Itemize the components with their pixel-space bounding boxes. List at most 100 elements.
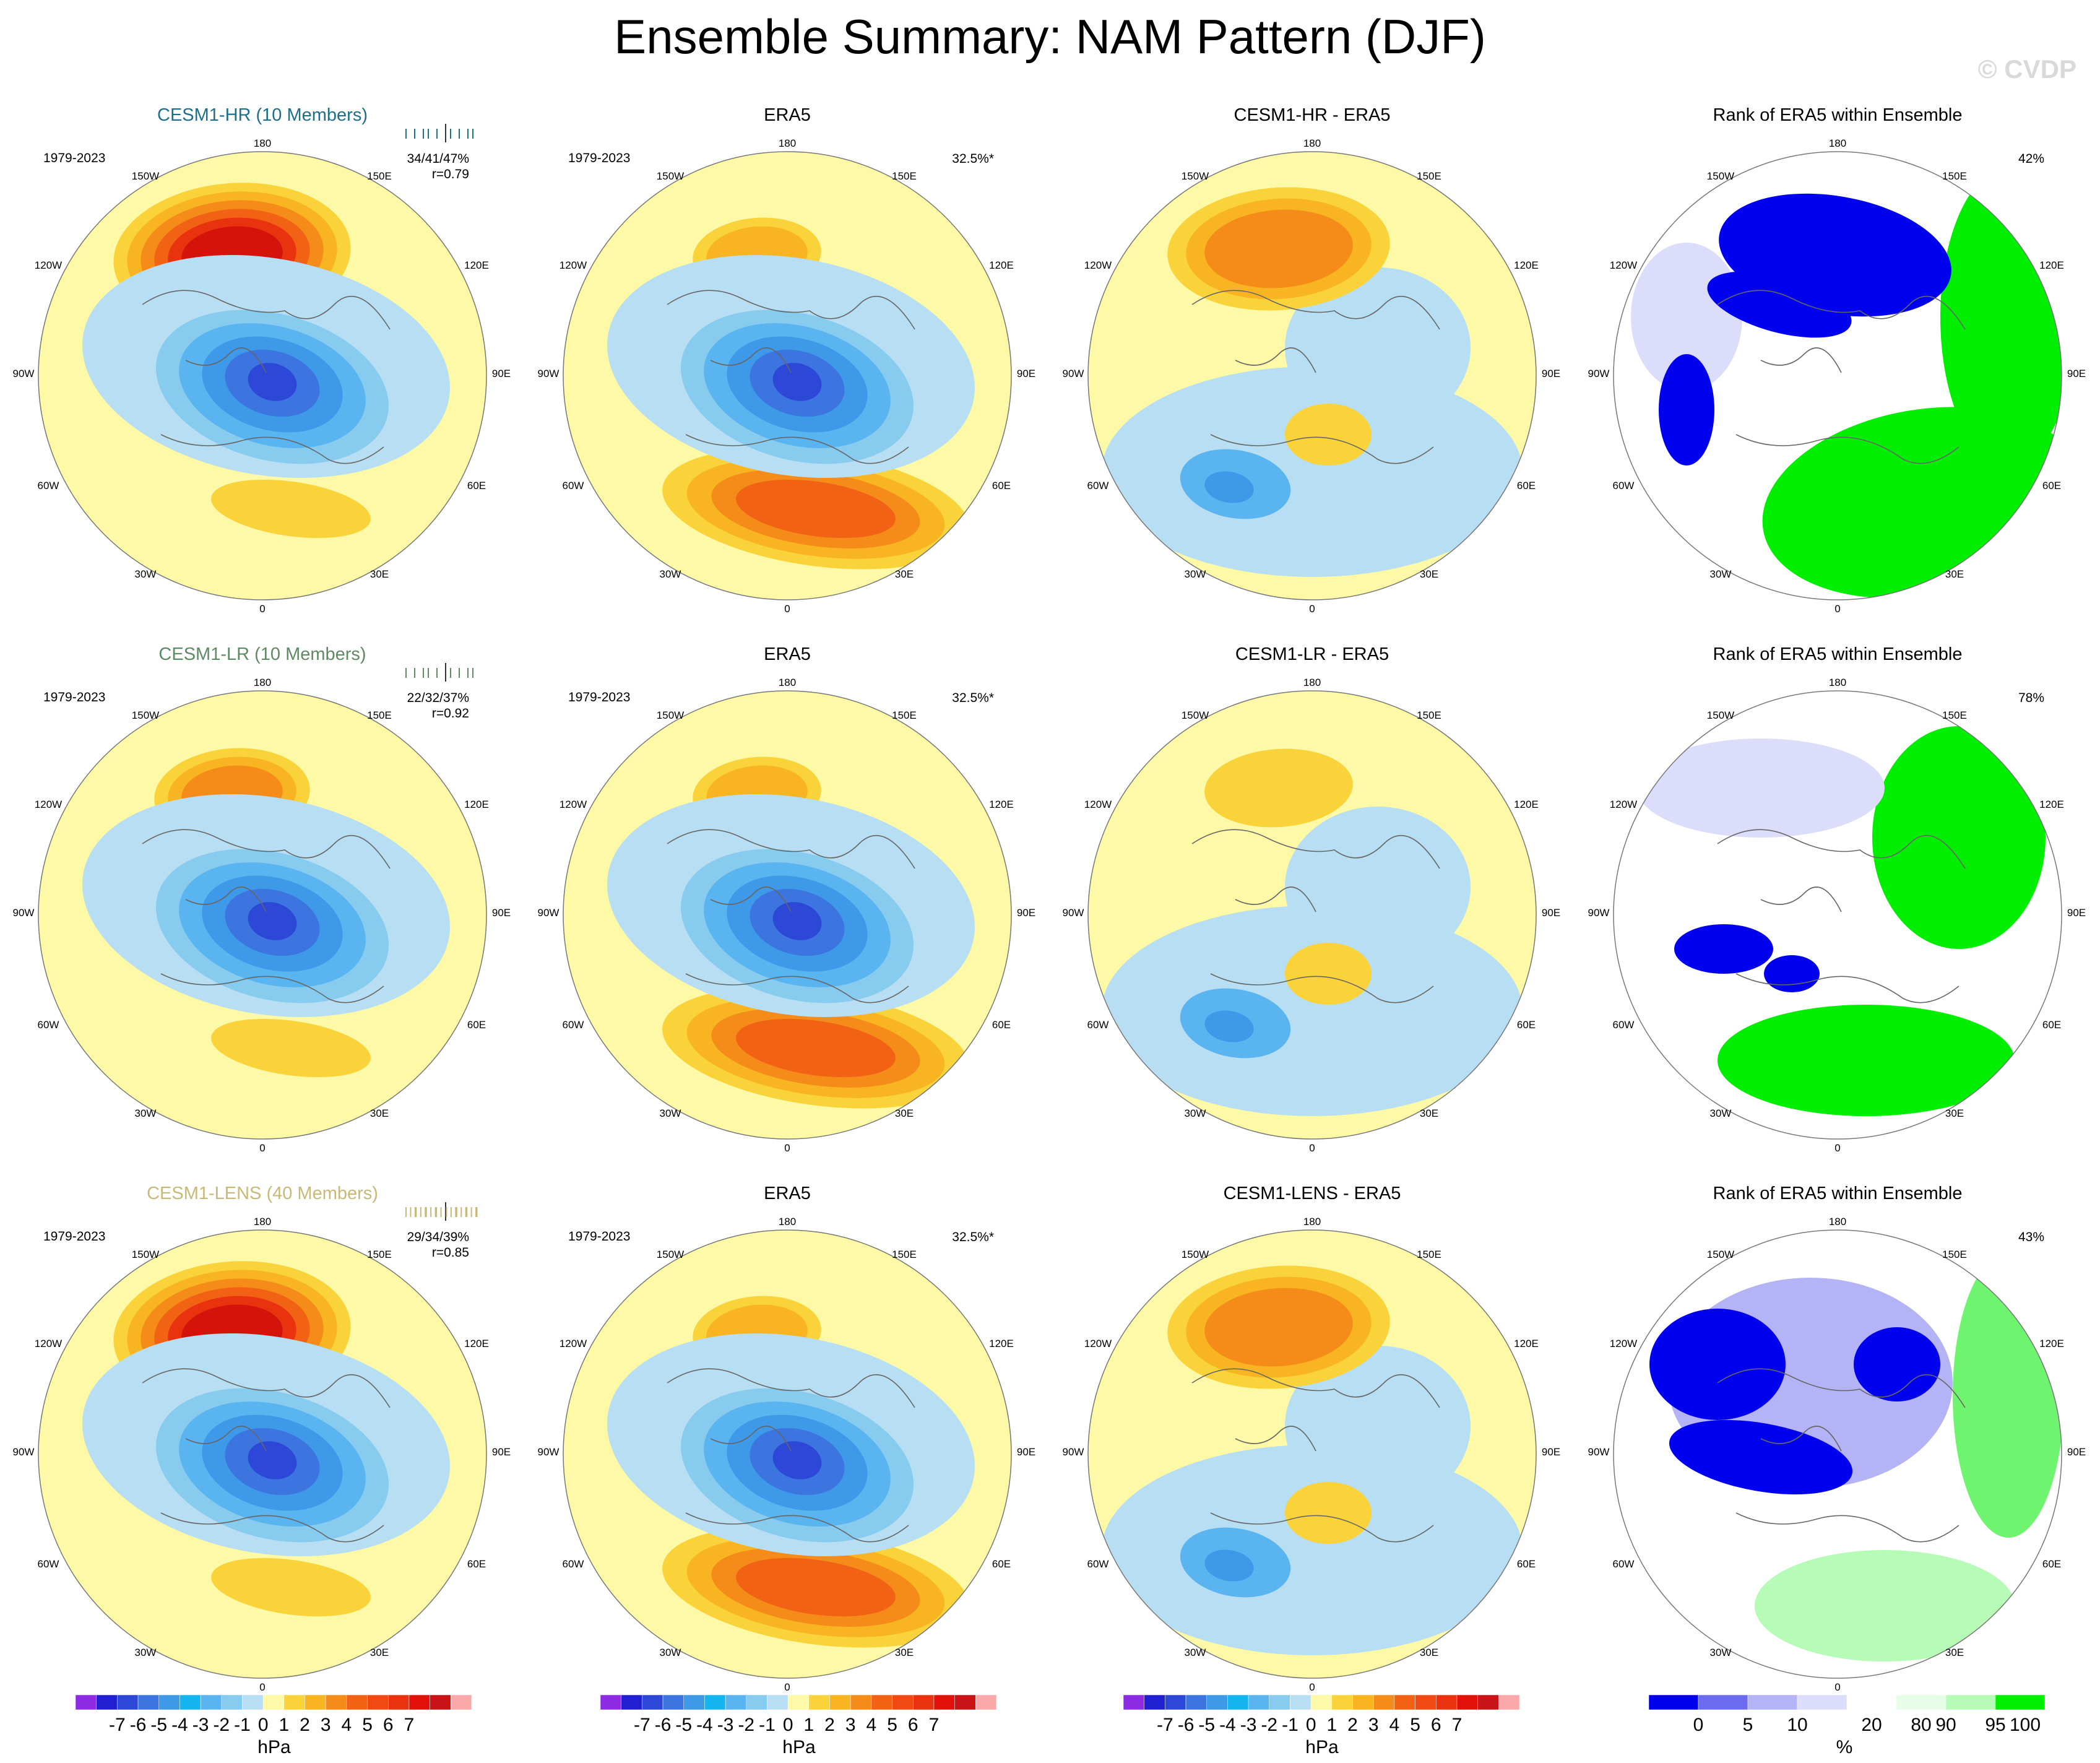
colorbar-swatch (892, 1694, 914, 1710)
colorbar-swatch (242, 1694, 264, 1710)
grid-label-lower-left: 30W (660, 568, 681, 580)
grid-label-right-mid: 90E (492, 907, 511, 919)
grid-label-left-lower: 60W (1087, 480, 1109, 492)
grid-label-lower-right: 30E (1420, 1107, 1438, 1119)
colorbar-swatch (179, 1694, 201, 1710)
polar-map: 180 0 150W 150E 120W 120E 90W 90E 60W 60E 30W 30E (13, 1216, 511, 1693)
coastline (142, 829, 391, 1003)
panel-rank-row2: 180 0 150W 150E 120W 120E 90W 90E 60W 60E 30W 30E Ra… (1575, 639, 2100, 1178)
panel-title: ERA5 (764, 105, 811, 125)
grid-label-right-mid: 90E (1017, 1446, 1035, 1458)
grid-label-left-upper: 120W (1610, 799, 1637, 810)
colorbar-tick-label: 6 (1431, 1715, 1441, 1735)
grid-label-right-upper: 120E (2039, 259, 2064, 271)
grid-label-top: 180 (1829, 137, 1846, 149)
grid-label-upper-left: 150W (657, 170, 684, 182)
grid-label-left-upper: 120W (35, 259, 62, 271)
grid-label-left-mid: 90W (13, 368, 35, 379)
grid-label-right-upper: 120E (1514, 259, 1539, 271)
variance-note: 32.5%* (952, 1229, 994, 1245)
grid-label-left-upper: 120W (560, 259, 587, 271)
grid-label-right-lower: 60E (1517, 1558, 1536, 1570)
atlantic-high-contour (736, 479, 896, 539)
diff-positive-contour (1204, 1288, 1353, 1367)
grid-label-left-mid: 90W (1588, 907, 1610, 919)
grid-label-left-mid: 90W (538, 1446, 560, 1458)
colorbar-swatch (1290, 1694, 1311, 1710)
colorbar-tick-label: 7 (1452, 1715, 1463, 1735)
grid-label-upper-right: 150E (892, 709, 917, 721)
atlantic-high-contour (211, 1018, 371, 1078)
colorbar-swatch (871, 1694, 892, 1710)
colorbar-swatch (1165, 1694, 1186, 1710)
coastline (142, 290, 391, 464)
colorbar-tick-label: -6 (130, 1715, 147, 1735)
grid-label-left-lower: 60W (38, 480, 59, 492)
colorbar-swatch (1846, 1694, 1897, 1710)
map-boundary (38, 151, 487, 600)
grid-label-right-upper: 120E (1514, 799, 1539, 810)
colorbar-swatch (367, 1694, 389, 1710)
grid-label-left-mid: 90W (13, 1446, 35, 1458)
colorbar-swatch (96, 1694, 118, 1710)
colorbar-tick-label: -6 (655, 1715, 672, 1735)
coastline (1191, 829, 1440, 1003)
colorbar-tick-label: 1 (803, 1715, 814, 1735)
colorbar-swatch (221, 1694, 243, 1710)
coastline (142, 1368, 391, 1543)
colorbar-rank-svg: 0 5 10 20 80 90 95 100 (1648, 1694, 2046, 1735)
colorbar-tick-label: 3 (845, 1715, 856, 1735)
grid-label-upper-left: 150W (1707, 709, 1734, 721)
pattern-correlation: r=0.79 (431, 167, 469, 181)
colorbar-tick-label: 90 (1935, 1715, 1956, 1735)
grid-label-left-lower: 60W (1613, 1558, 1635, 1570)
grid-label-left-upper: 120W (1610, 1338, 1637, 1349)
panel-title: ERA5 (764, 1184, 811, 1203)
grid-label-lower-left: 30W (1185, 1107, 1206, 1119)
grid-label-left-mid: 90W (1588, 1446, 1610, 1458)
colorbar-tick-label: 3 (1368, 1715, 1379, 1735)
percent-variance: 29/34/39% (407, 1230, 469, 1244)
colorbar-tick-label: 4 (866, 1715, 877, 1735)
grid-label-right-lower: 60E (992, 480, 1011, 492)
grid-label-right-upper: 120E (464, 1338, 489, 1349)
grid-label-top: 180 (779, 677, 796, 688)
colorbar-swatch (725, 1694, 747, 1710)
colorbar-swatch (621, 1694, 642, 1710)
colorbar-hpa-svg: -7 -6 -5 -4 -3 -2 -1 0 1 2 3 4 5 6 7 (75, 1694, 472, 1735)
colorbar-swatch (1747, 1694, 1798, 1710)
grid-label-right-mid: 90E (2067, 368, 2086, 379)
grid-label-upper-right: 150E (1417, 709, 1441, 721)
diff-negative-area (1285, 267, 1471, 428)
colorbar-tick-label: 0 (1693, 1715, 1704, 1735)
grid-label-upper-left: 150W (1707, 170, 1734, 182)
panel-title: Rank of ERA5 within Ensemble (1713, 1184, 1963, 1203)
rank-high-area (1940, 168, 2062, 466)
rank-low-area (1674, 924, 1773, 974)
percent-variance: 78% (2018, 691, 2044, 705)
colorbar-swatch (1797, 1694, 1847, 1710)
coastline (667, 1368, 915, 1543)
rank-low-area (1649, 1309, 1786, 1420)
colorbar-tick-label: 2 (300, 1715, 310, 1735)
colorbar-tick-label: 0 (783, 1715, 793, 1735)
colorbar-swatch (325, 1694, 347, 1710)
colorbar-tick-label: -7 (1157, 1715, 1173, 1735)
grid-label-lower-left: 30W (1710, 568, 1732, 580)
colorbar-tick-label: 2 (1347, 1715, 1358, 1735)
diff-negative-area (1285, 807, 1471, 968)
panel-rank-row3: 180 0 150W 150E 120W 120E 90W 90E 60W 60E 30W 30E Ra… (1575, 1179, 2100, 1717)
period-label: 1979-2023 (568, 690, 631, 704)
diff-positive-contour (1204, 209, 1353, 288)
ensemble-spread-ticks (405, 663, 473, 682)
grid-label-right-mid: 90E (1017, 368, 1035, 379)
grid-label-right-upper: 120E (464, 259, 489, 271)
period-label: 1979-2023 (568, 1229, 631, 1244)
map-boundary (1613, 690, 2062, 1140)
atlantic-high-contour (211, 1557, 371, 1617)
colorbar-swatch (1698, 1694, 1748, 1710)
rank-mid-area (1637, 739, 1885, 838)
grid-label-lower-left: 30W (135, 1107, 157, 1119)
colorbar-diff: -7 -6 -5 -4 -3 -2 -1 0 1 2 3 4 5 6 7 (1121, 1692, 1523, 1739)
coastline (1191, 290, 1440, 464)
